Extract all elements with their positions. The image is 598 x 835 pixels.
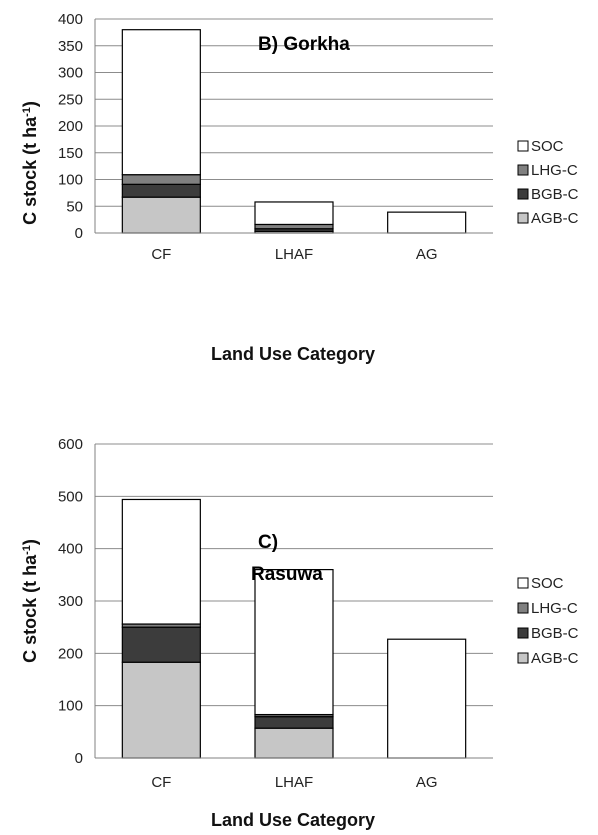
- legend-swatch-agb-c: [517, 652, 529, 664]
- legend-label: BGB-C: [531, 186, 579, 203]
- y-tick-label: 600: [58, 436, 83, 453]
- y-tick-label: 100: [58, 698, 83, 715]
- gorkha-chart: 0 50 100 150 200 250 300 350 400 CF LHAF AG B) Gor…: [20, 11, 579, 364]
- y-tick-label: 0: [75, 225, 83, 242]
- x-tick-label: AG: [416, 246, 438, 263]
- legend-swatch-soc: [517, 577, 529, 589]
- bar-segment-soc-lhaf: [254, 201, 334, 226]
- y-tick-label: 500: [58, 488, 83, 505]
- y-tick-label: 150: [58, 145, 83, 162]
- bar-segment-soc-ag: [387, 211, 467, 234]
- x-tick-label: CF: [151, 246, 171, 263]
- bar-segment-agb-c-lhaf: [254, 727, 334, 759]
- legend-label: LHG-C: [531, 600, 578, 617]
- legend-swatch-agb-c: [517, 212, 529, 224]
- x-tick-label: AG: [416, 774, 438, 791]
- y-tick-label: 400: [58, 11, 83, 28]
- x-tick-label: LHAF: [275, 774, 313, 791]
- chart-title: B) Gorkha: [258, 34, 350, 55]
- y-tick-label: 200: [58, 645, 83, 662]
- x-tick-labels: CF LHAF AG: [151, 774, 437, 791]
- legend-swatch-bgb-c: [517, 627, 529, 639]
- legend-swatch-soc: [517, 140, 529, 152]
- x-tick-label: CF: [151, 774, 171, 791]
- y-axis-title-tail: ): [20, 539, 40, 545]
- x-tick-labels: CF LHAF AG: [151, 246, 437, 263]
- legend: SOC LHG-C BGB-C AGB-C: [517, 575, 579, 667]
- y-axis-title-sup: -1: [21, 107, 33, 117]
- y-tick-label: 300: [58, 593, 83, 610]
- bar-segment-soc-lhaf: [254, 568, 334, 716]
- y-axis-title-sup: -1: [21, 545, 33, 555]
- legend-label: AGB-C: [531, 210, 579, 227]
- y-tick-label: 400: [58, 541, 83, 558]
- y-tick-labels: 0 50 100 150 200 250 300 350 400: [58, 11, 83, 242]
- chart-title-line1: C): [258, 532, 278, 553]
- y-axis-title: C stock (t ha-1): [20, 539, 40, 663]
- x-axis-title: Land Use Category: [211, 810, 375, 830]
- bar-segment-agb-c-cf: [121, 661, 201, 759]
- bar-segment-bgb-c-lhaf: [254, 716, 334, 729]
- bar-segment-soc-ag: [387, 638, 467, 759]
- y-tick-labels: 0 100 200 300 400 500 600: [58, 436, 83, 767]
- y-tick-label: 200: [58, 118, 83, 135]
- y-tick-label: 250: [58, 91, 83, 108]
- bar-segment-agb-c-cf: [121, 196, 201, 234]
- legend-label: BGB-C: [531, 625, 579, 642]
- bar-segment-bgb-c-cf: [121, 183, 201, 198]
- legend-swatch-lhg-c: [517, 164, 529, 176]
- y-tick-label: 350: [58, 38, 83, 55]
- y-axis-title: C stock (t ha-1): [20, 101, 40, 225]
- legend-label: LHG-C: [531, 162, 578, 179]
- y-axis-title-main: C stock (t ha: [20, 116, 40, 225]
- bars: [121, 498, 467, 759]
- y-tick-label: 300: [58, 65, 83, 82]
- bar-segment-soc-cf: [121, 29, 201, 176]
- legend-label: AGB-C: [531, 650, 579, 667]
- bar-segment-lhg-c-lhaf: [254, 223, 334, 230]
- legend-label: SOC: [531, 138, 564, 155]
- bar-segment-lhg-c-cf: [121, 174, 201, 185]
- rasuwa-chart: 0 100 200 300 400 500 600 CF LHAF AG C) Rasuwa C…: [20, 436, 579, 830]
- x-tick-label: LHAF: [275, 246, 313, 263]
- y-tick-label: 0: [75, 750, 83, 767]
- legend-swatch-lhg-c: [517, 602, 529, 614]
- bar-segment-bgb-c-cf: [121, 626, 201, 663]
- y-tick-label: 100: [58, 172, 83, 189]
- legend: SOC LHG-C BGB-C AGB-C: [517, 138, 579, 227]
- bar-segment-soc-cf: [121, 498, 201, 625]
- bars: [121, 29, 467, 234]
- y-tick-label: 50: [66, 198, 83, 215]
- y-axis-title-tail: ): [20, 101, 40, 107]
- x-axis-title: Land Use Category: [211, 344, 375, 364]
- legend-swatch-bgb-c: [517, 188, 529, 200]
- chart-title-line2: Rasuwa: [251, 564, 323, 585]
- y-axis-title-main: C stock (t ha: [20, 554, 40, 663]
- legend-label: SOC: [531, 575, 564, 592]
